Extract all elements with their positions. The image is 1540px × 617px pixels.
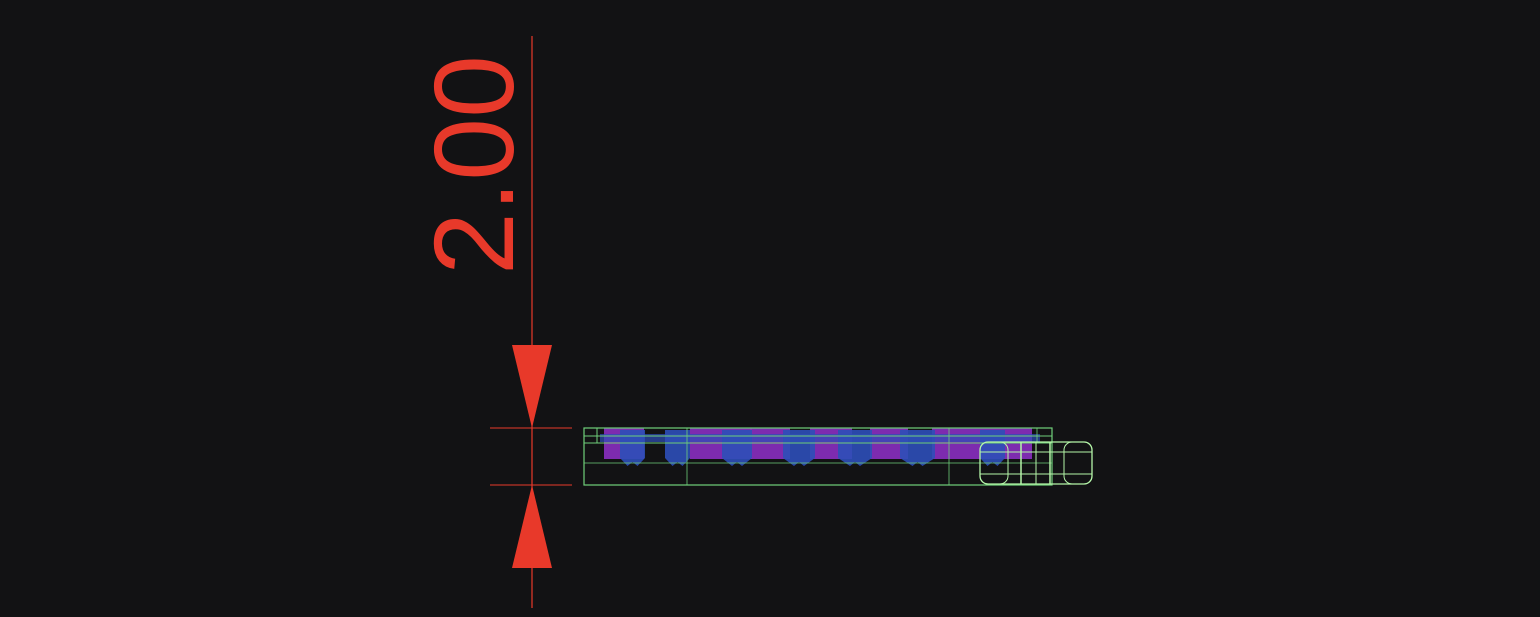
arrow-down-icon — [512, 345, 552, 428]
arrow-up-icon — [512, 485, 552, 568]
part-side-view[interactable] — [583, 427, 1093, 486]
connector-component — [979, 441, 1093, 485]
vertical-dimension: 2.00 — [411, 36, 572, 608]
dimension-text[interactable]: 2.00 — [411, 55, 537, 275]
components — [600, 428, 1040, 466]
part-outline — [583, 427, 1053, 486]
component-strip — [600, 434, 1040, 442]
